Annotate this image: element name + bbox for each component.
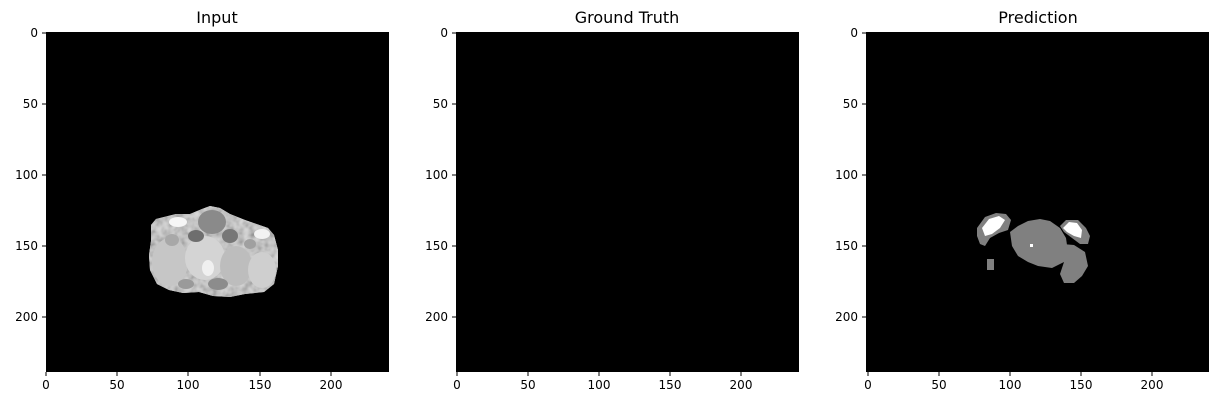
x-tick-label: 200 — [1141, 378, 1164, 392]
image-area-prediction — [866, 32, 1209, 372]
segment-region-center — [1010, 219, 1068, 268]
y-tick-label: 100 — [15, 168, 38, 182]
x-tick-label: 0 — [453, 378, 461, 392]
x-axis-input: 0 50 100 150 200 — [42, 372, 342, 392]
panel-input: Input — [15, 8, 389, 392]
x-tick-label: 50 — [109, 378, 124, 392]
segment-speck — [1030, 244, 1033, 247]
image-area-input — [46, 32, 389, 372]
x-tick-label: 100 — [999, 378, 1022, 392]
y-axis-ground-truth: 0 50 100 150 200 — [425, 26, 456, 324]
x-tick-label: 150 — [659, 378, 682, 392]
y-tick-label: 0 — [850, 26, 858, 40]
y-tick-label: 50 — [433, 97, 448, 111]
panel-title-prediction: Prediction — [998, 8, 1077, 27]
y-tick-label: 50 — [23, 97, 38, 111]
y-axis-input: 0 50 100 150 200 — [15, 26, 46, 324]
y-tick-label: 100 — [835, 168, 858, 182]
x-tick-label: 150 — [249, 378, 272, 392]
x-tick-label: 50 — [520, 378, 535, 392]
x-tick-label: 0 — [864, 378, 872, 392]
y-tick-label: 200 — [425, 310, 448, 324]
segment-region-right-core — [1063, 222, 1082, 238]
y-tick-label: 150 — [425, 239, 448, 253]
y-tick-label: 100 — [425, 168, 448, 182]
x-tick-label: 200 — [730, 378, 753, 392]
y-tick-label: 0 — [30, 26, 38, 40]
panel-title-ground-truth: Ground Truth — [575, 8, 680, 27]
segment-region-small — [987, 259, 994, 270]
x-tick-label: 0 — [42, 378, 50, 392]
x-axis-ground-truth: 0 50 100 150 200 — [453, 372, 752, 392]
y-tick-label: 150 — [15, 239, 38, 253]
y-tick-label: 200 — [15, 310, 38, 324]
segment-region-lower-right — [1060, 244, 1088, 283]
segmentation-mask — [977, 213, 1090, 283]
panel-title-input: Input — [196, 8, 237, 27]
panel-prediction: Prediction 0 50 100 — [835, 8, 1209, 392]
y-tick-label: 200 — [835, 310, 858, 324]
y-axis-prediction: 0 50 100 150 200 — [835, 26, 866, 324]
segment-region-left-core — [982, 216, 1005, 236]
x-tick-label: 100 — [177, 378, 200, 392]
x-axis-prediction: 0 50 100 150 200 — [864, 372, 1163, 392]
panel-ground-truth: Ground Truth 0 50 100 150 200 0 — [425, 8, 799, 392]
x-tick-label: 200 — [320, 378, 343, 392]
x-tick-label: 150 — [1070, 378, 1093, 392]
image-area-ground-truth — [456, 32, 799, 372]
brain-scan-image — [149, 206, 278, 297]
y-tick-label: 50 — [843, 97, 858, 111]
x-tick-label: 50 — [931, 378, 946, 392]
x-tick-label: 100 — [588, 378, 611, 392]
y-tick-label: 150 — [835, 239, 858, 253]
y-tick-label: 0 — [440, 26, 448, 40]
